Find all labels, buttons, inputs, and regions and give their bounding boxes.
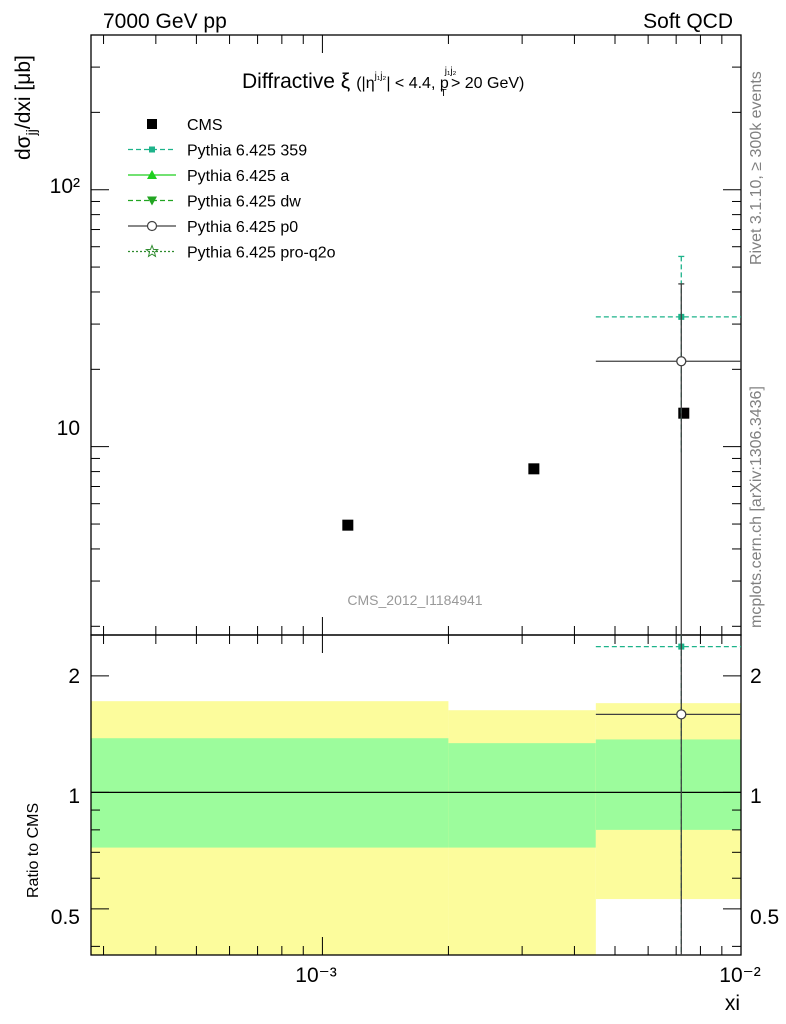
- ytick-label-main-100: 10²: [50, 175, 80, 198]
- legend-label: Pythia 6.425 pro-q2o: [187, 245, 336, 262]
- legend-marker-star: [145, 244, 159, 258]
- legend-marker-triangle: [147, 196, 157, 206]
- ratio-axis-label: Ratio to CMS: [25, 803, 42, 898]
- legend-marker-square: [149, 146, 155, 153]
- cms-data-point: [528, 463, 540, 475]
- ytick-label-ratio-right-1: 1: [750, 785, 762, 808]
- legend-item: Pythia 6.425 p0: [128, 219, 298, 236]
- ratio-band-inner: [448, 743, 596, 848]
- rivet-label: Rivet 3.1.10, ≥ 300k events: [748, 71, 765, 265]
- axis-ticks: [91, 34, 742, 955]
- legend-label: Pythia 6.425 359: [187, 143, 307, 160]
- cms-data-point: [678, 407, 690, 419]
- xtick-label-1e-2: 10⁻²: [719, 964, 760, 987]
- legend-label: Pythia 6.425 dw: [187, 194, 301, 211]
- legend-marker-circle: [146, 220, 158, 232]
- legend-marker-triangle: [147, 170, 157, 179]
- legend-item: Pythia 6.425 359: [128, 143, 307, 160]
- legend: CMS Pythia 6.425 359 Pythia 6.425 a Pythia …: [128, 117, 336, 262]
- ytick-label-ratio-0-5: 0.5: [51, 906, 80, 929]
- ratio-bands: [91, 701, 741, 955]
- ratio-band-inner: [595, 739, 741, 830]
- legend-label: Pythia 6.425 p0: [187, 219, 298, 236]
- legend-item: Pythia 6.425 pro-q2o: [128, 244, 336, 262]
- plot-title: Diffractive ξ (|ηj₁j₂| < 4.4, pj₁j₂ T > 20…: [242, 66, 524, 99]
- header-right: Soft QCD: [643, 10, 733, 33]
- axis-tick-labels: 10 10² 0.5 1 2 0.5 1 2 10⁻³ 10⁻²: [50, 175, 780, 987]
- legend-item: CMS: [147, 117, 223, 134]
- cms-data-point: [342, 519, 354, 531]
- mcplots-label: mcplots.cern.ch [arXiv:1306.3436]: [748, 386, 765, 628]
- p0-data-point: [676, 356, 687, 367]
- header-left: 7000 GeV pp: [103, 10, 227, 33]
- ytick-label-ratio-right-2: 2: [750, 665, 762, 688]
- legend-label: Pythia 6.425 a: [187, 168, 289, 185]
- legend-label: CMS: [187, 117, 223, 134]
- main-y-axis-label: dσjj/dxi [μb]: [12, 55, 39, 160]
- ytick-label-ratio-right-0-5: 0.5: [750, 906, 779, 929]
- ratio-panel-frame: [90, 634, 742, 956]
- data-series: [342, 255, 741, 955]
- legend-item: Pythia 6.425 dw: [128, 194, 301, 211]
- ytick-label-main-10: 10: [57, 417, 80, 440]
- legend-marker-square: [147, 119, 157, 129]
- x-axis-label: xi: [725, 992, 740, 1015]
- analysis-tag: CMS_2012_I1184941: [347, 592, 482, 608]
- p0-ratio-point: [676, 709, 687, 720]
- ytick-label-ratio-1: 1: [68, 785, 80, 808]
- xtick-label-1e-3: 10⁻³: [295, 964, 336, 987]
- legend-item: Pythia 6.425 a: [128, 168, 289, 185]
- ytick-label-ratio-2: 2: [68, 665, 80, 688]
